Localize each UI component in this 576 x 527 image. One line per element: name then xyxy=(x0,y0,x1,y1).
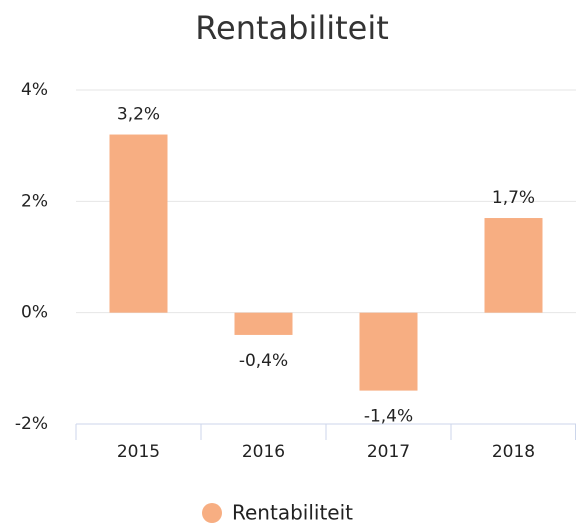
data-label: 3,2% xyxy=(117,105,160,125)
legend-label: Rentabiliteit xyxy=(232,501,353,525)
y-tick-label: 2% xyxy=(21,191,48,211)
x-tick-label: 2017 xyxy=(367,442,410,462)
y-tick-label: -2% xyxy=(15,414,48,434)
y-tick-label: 4% xyxy=(21,80,48,100)
x-tick-label: 2016 xyxy=(242,442,285,462)
data-label: -0,4% xyxy=(239,351,288,371)
chart-title: Rentabiliteit xyxy=(195,9,389,47)
bar xyxy=(109,134,168,313)
bar xyxy=(484,218,543,313)
bar xyxy=(234,312,293,335)
data-label: 1,7% xyxy=(492,188,535,208)
y-tick-label: 0% xyxy=(21,303,48,323)
bar xyxy=(359,312,418,391)
data-label: -1,4% xyxy=(364,407,413,427)
legend-marker xyxy=(202,503,222,523)
x-tick-label: 2015 xyxy=(117,442,160,462)
x-tick-label: 2018 xyxy=(492,442,535,462)
